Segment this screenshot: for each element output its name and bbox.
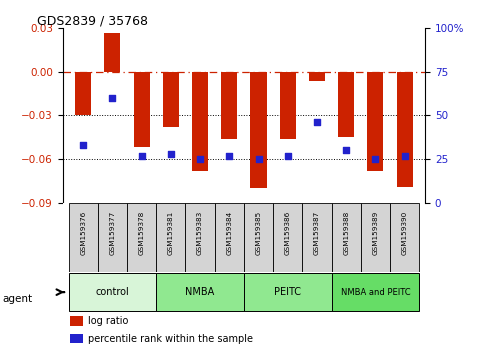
Text: GSM159384: GSM159384 (227, 211, 232, 255)
Point (342, 148, 350, 153)
Text: GSM159390: GSM159390 (401, 211, 408, 255)
Text: GSM159388: GSM159388 (343, 211, 349, 255)
Bar (156, 202, 185, 272)
Point (109, 95, 116, 101)
Bar (70, 316, 83, 326)
Bar (244, 273, 331, 311)
Text: GDS2839 / 35768: GDS2839 / 35768 (38, 14, 148, 27)
Bar (70, 334, 83, 343)
Bar (221, 72, 237, 139)
Bar (302, 202, 331, 272)
Bar (397, 72, 412, 187)
Text: GSM159377: GSM159377 (110, 211, 115, 255)
Text: GSM159389: GSM159389 (372, 211, 378, 255)
Point (313, 120, 321, 125)
Bar (127, 202, 156, 272)
Bar (244, 202, 273, 272)
Point (284, 153, 292, 158)
Text: agent: agent (2, 294, 32, 304)
Point (401, 153, 409, 158)
Text: log ratio: log ratio (88, 316, 128, 326)
Bar (338, 72, 354, 137)
Bar (361, 202, 390, 272)
Text: GSM159387: GSM159387 (314, 211, 320, 255)
Text: GSM159385: GSM159385 (256, 211, 261, 255)
Text: NMBA and PEITC: NMBA and PEITC (341, 288, 410, 297)
Bar (163, 72, 179, 127)
Text: GSM159386: GSM159386 (285, 211, 291, 255)
Bar (69, 202, 98, 272)
Bar (185, 202, 215, 272)
Point (255, 156, 262, 162)
Bar (273, 202, 302, 272)
Bar (134, 72, 150, 147)
Text: control: control (96, 287, 129, 297)
Bar (75, 72, 91, 115)
Text: GSM159383: GSM159383 (197, 211, 203, 255)
Bar (331, 273, 419, 311)
Bar (192, 72, 208, 171)
Text: percentile rank within the sample: percentile rank within the sample (88, 333, 253, 343)
Bar (331, 202, 361, 272)
Point (138, 153, 145, 158)
Bar (251, 72, 267, 188)
Point (79, 142, 87, 148)
Text: GSM159376: GSM159376 (80, 211, 86, 255)
Point (226, 153, 233, 158)
Point (371, 156, 379, 162)
Text: GSM159381: GSM159381 (168, 211, 174, 255)
Text: GSM159378: GSM159378 (139, 211, 145, 255)
Bar (69, 273, 156, 311)
Bar (368, 72, 384, 171)
Text: NMBA: NMBA (185, 287, 215, 297)
Bar (309, 72, 325, 81)
Point (167, 151, 175, 156)
Text: PEITC: PEITC (274, 287, 301, 297)
Point (196, 156, 204, 162)
Bar (156, 273, 244, 311)
Bar (390, 202, 419, 272)
Bar (215, 202, 244, 272)
Bar (104, 33, 120, 72)
Bar (98, 202, 127, 272)
Bar (280, 72, 296, 139)
